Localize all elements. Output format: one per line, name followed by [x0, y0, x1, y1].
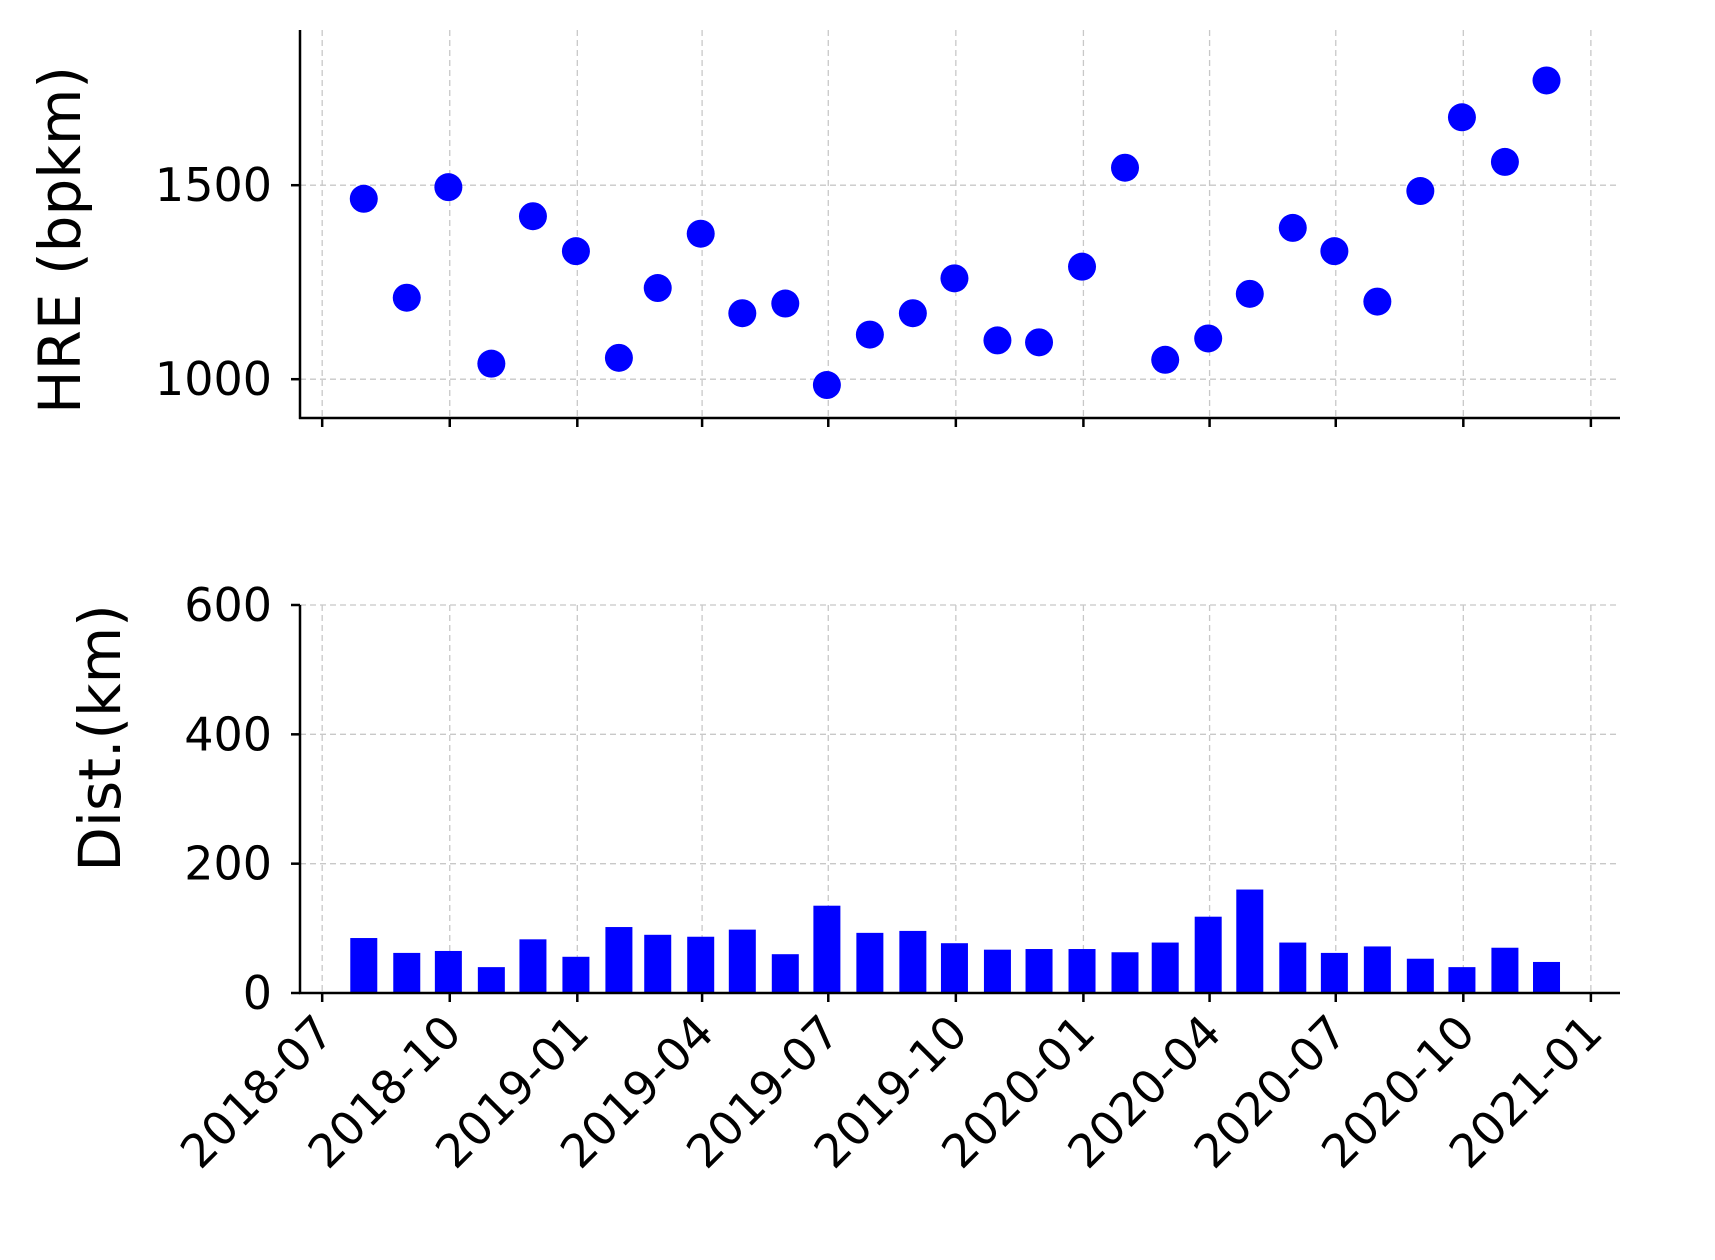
hre-points	[349, 66, 1561, 400]
hre-point	[1406, 177, 1435, 206]
hre-point	[1111, 153, 1139, 182]
hre-point	[1532, 66, 1561, 95]
hre-scatter-panel: 1000 1500 HRE (bpkm)	[26, 30, 1620, 427]
distance-bar	[1068, 949, 1096, 993]
hre-axes	[291, 30, 1620, 427]
distance-bar	[434, 950, 462, 993]
distance-bar	[1491, 947, 1519, 993]
distance-y-axis-label: Dist.(km)	[66, 604, 134, 872]
hre-point	[1068, 252, 1097, 281]
hre-point	[392, 283, 421, 312]
hre-point	[686, 219, 715, 248]
distance-bar	[1279, 942, 1307, 993]
hre-y-axis-label: HRE (bpkm)	[26, 66, 94, 414]
hre-point	[1320, 237, 1349, 266]
distance-bar	[940, 943, 968, 993]
hre-point	[1235, 279, 1264, 308]
distance-bar	[1025, 949, 1053, 993]
hre-point	[940, 264, 969, 293]
hre-point	[898, 299, 927, 328]
hre-point	[855, 320, 884, 349]
distance-bar-panel: 0 200 400 600 2018-072018-102019-012019-042…	[66, 578, 1620, 1179]
distance-bar	[1363, 946, 1391, 993]
distance-bar	[1406, 958, 1434, 993]
distance-bar	[1111, 952, 1139, 993]
distance-y-tick-label: 600	[184, 578, 272, 632]
distance-bar	[1236, 889, 1264, 993]
hre-point	[1278, 213, 1307, 242]
hre-point	[1194, 324, 1223, 353]
distance-bar	[350, 938, 378, 993]
hre-point	[477, 349, 506, 378]
hre-point	[643, 274, 672, 303]
hre-point	[728, 299, 757, 328]
hre-point	[561, 237, 590, 266]
distance-bar	[1448, 967, 1476, 993]
hre-y-tick-label: 1500	[155, 158, 272, 212]
distance-bar	[1151, 942, 1179, 993]
date-x-tick-labels: 2018-072018-102019-012019-042019-072019-…	[170, 1005, 1613, 1179]
distance-bar	[393, 952, 421, 993]
hre-point	[1447, 103, 1476, 132]
distance-bar	[605, 927, 633, 993]
distance-bar	[813, 905, 841, 993]
distance-bar	[687, 936, 715, 993]
distance-bar	[477, 967, 505, 993]
distance-y-tick-label: 0	[243, 966, 272, 1020]
hre-point	[1025, 328, 1054, 357]
distance-bars	[350, 889, 1561, 993]
distance-bar	[1320, 952, 1348, 993]
hre-point	[983, 326, 1012, 355]
distance-bar	[728, 929, 756, 993]
hre-point	[1363, 287, 1392, 316]
distance-bar	[983, 949, 1011, 993]
hre-point	[812, 371, 841, 400]
distance-bar	[562, 956, 590, 993]
distance-bar	[644, 934, 672, 993]
distance-axes	[291, 603, 1620, 1002]
distance-bar	[1194, 916, 1222, 993]
hre-gridlines	[300, 30, 1620, 418]
hre-point	[604, 343, 633, 372]
hre-point	[518, 202, 547, 231]
distance-bar	[1533, 961, 1561, 993]
hre-point	[1490, 147, 1519, 176]
distance-bar	[771, 954, 799, 993]
hre-y-tick-label: 1000	[155, 352, 272, 406]
distance-y-tick-label: 200	[184, 837, 272, 891]
distance-gridlines	[300, 604, 1620, 994]
hre-point	[434, 173, 463, 202]
hre-point	[1151, 345, 1180, 374]
hre-y-tick-labels: 1000 1500	[155, 158, 272, 406]
distance-bar	[519, 939, 547, 993]
distance-y-tick-labels: 0 200 400 600	[184, 578, 272, 1020]
distance-bar	[899, 930, 927, 993]
distance-y-tick-label: 400	[184, 707, 272, 761]
hre-point	[349, 184, 378, 213]
hre-point	[771, 289, 800, 318]
distance-bar	[856, 932, 884, 993]
